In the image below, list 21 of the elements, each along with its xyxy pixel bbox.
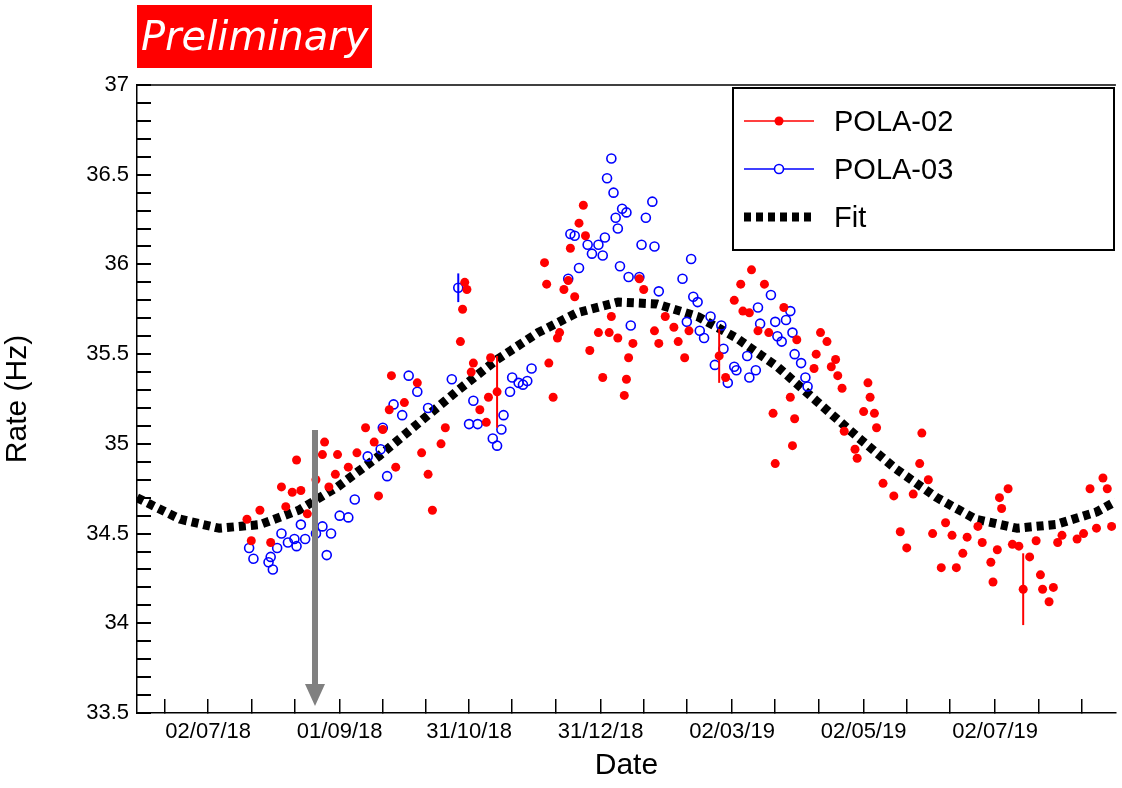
legend-label: POLA-02	[834, 104, 954, 138]
x-tick-label: 02/03/19	[689, 718, 775, 744]
y-axis-title: Rate (Hz)	[0, 334, 33, 464]
y-tick-label: 36.5	[86, 160, 129, 186]
x-axis-title: Date	[594, 747, 659, 781]
y-tick-label: 37	[104, 71, 129, 97]
y-tick-label: 34.5	[86, 519, 129, 545]
x-tick-label: 31/12/18	[557, 718, 644, 744]
x-tick-label: 02/05/19	[820, 718, 907, 744]
y-tick-label: 36	[104, 250, 129, 276]
x-tick-label: 02/07/19	[952, 718, 1038, 744]
y-tick-label: 35.5	[86, 340, 129, 366]
y-tick-label: 34	[104, 609, 129, 635]
legend-label: Fit	[834, 200, 867, 234]
legend-label: POLA-03	[834, 152, 954, 186]
y-tick-label: 33.5	[86, 699, 129, 725]
chart-title: Preliminary	[137, 5, 373, 68]
x-tick-label: 31/10/18	[426, 718, 512, 744]
x-tick-label: 01/09/18	[296, 718, 383, 744]
x-tick-label: 02/07/18	[165, 718, 251, 744]
y-tick-label: 35	[104, 429, 129, 455]
